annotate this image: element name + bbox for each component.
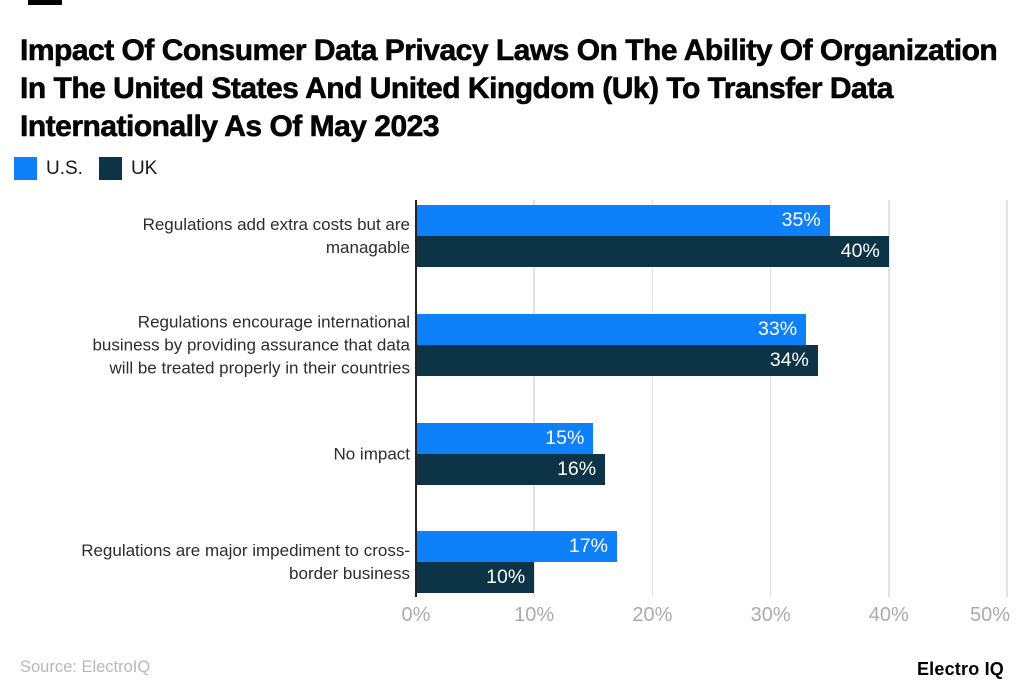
bar-value-label: 17%	[568, 535, 608, 557]
gridline	[651, 200, 654, 597]
bar-value-label: 35%	[781, 209, 821, 231]
legend: U.S. UK	[14, 157, 157, 180]
top-crop-mark	[28, 0, 62, 5]
x-tick-label: 40%	[868, 604, 909, 626]
bar-us: 15%	[416, 423, 594, 454]
x-tick-label: 30%	[750, 604, 791, 626]
x-axis: 0% 10% 20% 30% 40% 50%	[0, 604, 1024, 634]
bar-us: 35%	[416, 205, 830, 236]
category-labels: Regulations add extra costs but are mana…	[0, 200, 410, 597]
bar-value-label: 16%	[557, 458, 597, 480]
bar-us: 17%	[416, 531, 617, 562]
gridline	[888, 200, 890, 597]
gridline	[533, 200, 535, 597]
bar-uk: 10%	[416, 562, 535, 593]
legend-label-uk: UK	[130, 157, 158, 179]
gridline	[1006, 200, 1008, 597]
x-tick-label: 10%	[514, 604, 555, 626]
bar-value-label: 33%	[758, 318, 798, 340]
bar-us: 33%	[416, 314, 807, 345]
brand-logo: Electro IQ	[916, 659, 1004, 679]
bar-uk: 16%	[416, 454, 606, 485]
category-label: Regulations encourage international busi…	[92, 312, 410, 378]
chart-title: Impact Of Consumer Data Privacy Laws On …	[20, 34, 998, 144]
bar-value-label: 40%	[840, 240, 880, 262]
legend-swatch-us	[14, 157, 37, 180]
x-tick-label: 0%	[401, 604, 431, 626]
plot-area: 35% 40% 33% 34% 15% 16% 17% 10%	[415, 200, 1008, 597]
bar-uk: 34%	[416, 345, 818, 376]
bar-value-label: 34%	[769, 349, 809, 371]
legend-item-uk: UK	[98, 157, 158, 180]
x-tick-label: 20%	[632, 604, 673, 626]
x-tick-label: 50%	[969, 604, 1011, 626]
y-axis-line	[415, 200, 418, 597]
legend-item-us: U.S.	[14, 157, 83, 180]
category-label: Regulations add extra costs but are mana…	[142, 215, 410, 257]
bar-value-label: 15%	[545, 427, 585, 449]
bar-value-label: 10%	[486, 566, 526, 588]
legend-label-us: U.S.	[46, 157, 83, 179]
bar-uk: 40%	[416, 236, 889, 267]
legend-swatch-uk	[98, 157, 122, 180]
category-label: No impact	[333, 444, 410, 464]
category-label: Regulations are major impediment to cros…	[81, 541, 410, 583]
gridline	[769, 200, 772, 597]
source-text: Source: ElectroIQ	[20, 658, 151, 676]
